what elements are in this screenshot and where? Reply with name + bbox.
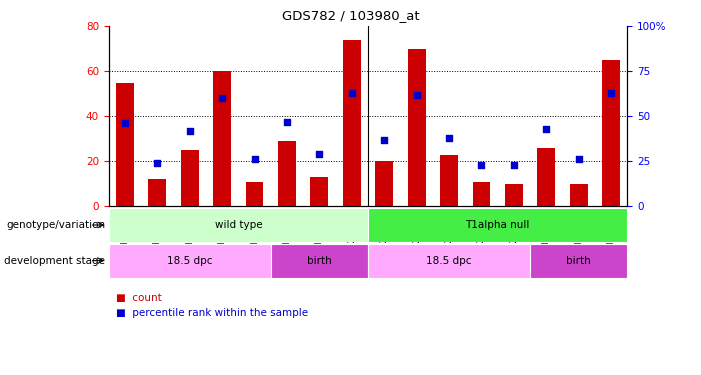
Text: birth: birth [566, 256, 591, 266]
Point [379, 136, 390, 142]
Point [346, 90, 358, 96]
Bar [109, 244, 271, 278]
Point [573, 156, 585, 162]
Bar [213, 71, 231, 206]
Bar [530, 244, 627, 278]
Bar [570, 184, 587, 206]
Point [249, 156, 260, 162]
Bar [149, 179, 166, 206]
Text: 18.5 dpc: 18.5 dpc [426, 256, 472, 266]
Text: wild type: wild type [215, 220, 262, 230]
Bar [245, 182, 264, 206]
Bar [375, 161, 393, 206]
Bar [602, 60, 620, 206]
Text: GDS782 / 103980_at: GDS782 / 103980_at [282, 9, 419, 22]
Point [314, 151, 325, 157]
Bar [505, 184, 523, 206]
Bar [109, 208, 368, 242]
Bar [278, 141, 296, 206]
Text: ■  count: ■ count [116, 293, 161, 303]
Bar [343, 40, 361, 206]
Text: genotype/variation: genotype/variation [6, 220, 105, 230]
Point [151, 160, 163, 166]
Bar [116, 82, 134, 206]
Point [281, 118, 292, 124]
Bar [538, 148, 555, 206]
Point [476, 162, 487, 168]
Bar [368, 208, 627, 242]
Bar [440, 154, 458, 206]
Bar [368, 244, 530, 278]
Text: T1alpha null: T1alpha null [465, 220, 530, 230]
Bar [181, 150, 198, 206]
Bar [408, 49, 426, 206]
Text: birth: birth [307, 256, 332, 266]
Text: development stage: development stage [4, 256, 105, 266]
Point [540, 126, 552, 132]
Point [184, 128, 196, 134]
Point [606, 90, 617, 96]
Point [217, 95, 228, 101]
Point [119, 120, 130, 126]
Point [508, 162, 519, 168]
Bar [311, 177, 328, 206]
Bar [472, 182, 491, 206]
Text: 18.5 dpc: 18.5 dpc [167, 256, 212, 266]
Text: ■  percentile rank within the sample: ■ percentile rank within the sample [116, 308, 308, 318]
Point [444, 135, 455, 141]
Point [411, 92, 422, 98]
Bar [271, 244, 368, 278]
